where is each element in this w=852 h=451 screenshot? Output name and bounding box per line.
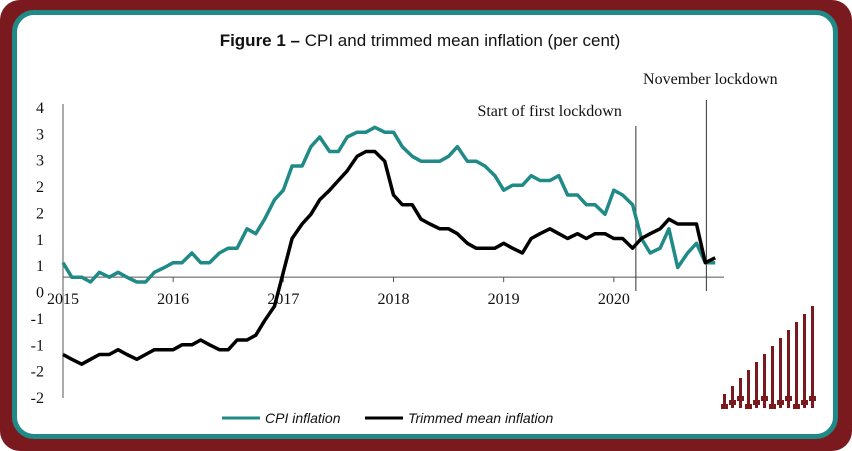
y-tick-label: 2: [36, 205, 44, 222]
y-tick-label: -1: [31, 311, 44, 328]
logo-accent: [721, 404, 728, 409]
y-tick-label: -1: [31, 337, 44, 354]
logo-bar: [771, 346, 774, 408]
y-tick-label: 3: [36, 126, 44, 143]
annotation-label: Start of first lockdown: [477, 103, 621, 120]
logo-accent: [753, 400, 760, 405]
logo-bar: [795, 322, 798, 408]
logo-accent: [809, 396, 816, 401]
logo-bar: [755, 362, 758, 408]
logo-accent: [745, 404, 752, 409]
logo-bar: [803, 314, 806, 408]
logo-accent: [729, 400, 736, 405]
y-axis: 4 3 3 2 2 1 1 0 -1 -1 -2 -2: [31, 100, 44, 407]
logo-icon: [721, 306, 816, 409]
logo-accent: [801, 400, 808, 405]
logo-bar: [747, 370, 750, 408]
x-tick-label: 2018: [378, 291, 410, 308]
y-tick-label: 0: [36, 285, 44, 302]
annotations: Start of first lockdown November lockdown: [477, 71, 778, 291]
logo-bar: [763, 354, 766, 408]
legend-label: CPI inflation: [265, 410, 341, 426]
y-tick-label: 4: [36, 100, 44, 117]
y-tick-label: -2: [31, 364, 44, 381]
legend-label: Trimmed mean inflation: [408, 410, 553, 426]
axis-lines: [62, 104, 724, 398]
x-axis: 2015 2016 2017 2018 2019 2020: [47, 277, 630, 308]
logo-bar: [779, 338, 782, 408]
y-tick-label: 1: [36, 232, 44, 249]
logo-accent: [761, 396, 768, 401]
annotation-label: November lockdown: [643, 71, 778, 88]
x-tick-label: 2019: [488, 291, 520, 308]
chart-title-rest: CPI and trimmed mean inflation (per cent…: [300, 31, 620, 50]
logo-bar: [811, 306, 814, 408]
x-tick-label: 2016: [157, 291, 189, 308]
logo-bar: [787, 330, 790, 408]
y-tick-label: 3: [36, 153, 44, 170]
series-line: [61, 125, 716, 284]
logo-bar: [731, 386, 734, 408]
logo-accent: [737, 396, 744, 401]
series-line: [62, 149, 716, 366]
logo-accent: [777, 400, 784, 405]
logo-bar: [723, 394, 726, 408]
chart-title: Figure 1 – CPI and trimmed mean inflatio…: [220, 31, 621, 50]
logo-accent: [769, 404, 776, 409]
logo-bar: [739, 378, 742, 408]
legend: CPI inflation Trimmed mean inflation: [222, 410, 553, 426]
y-tick-label: 2: [36, 179, 44, 196]
logo-accent: [785, 396, 792, 401]
x-tick-label: 2017: [267, 291, 299, 308]
y-tick-label: 1: [36, 258, 44, 275]
y-tick-label: -2: [31, 390, 44, 407]
series-lines: [61, 125, 716, 366]
logo-accent: [793, 404, 800, 409]
x-tick-label: 2020: [598, 291, 630, 308]
chart-title-bold: Figure 1 –: [220, 31, 300, 50]
chart-panel: [12, 10, 838, 439]
